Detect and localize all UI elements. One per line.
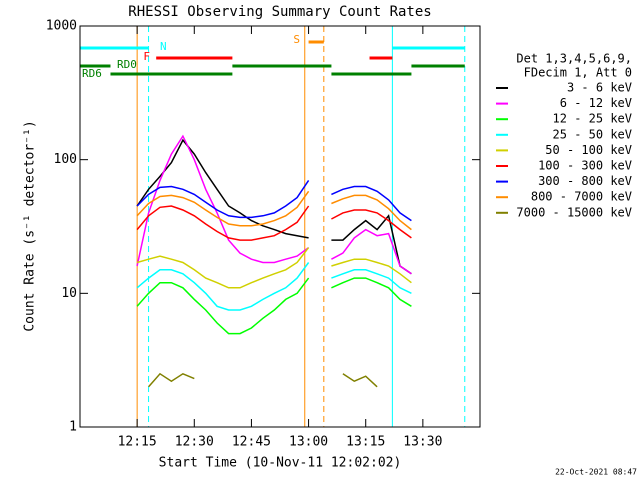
legend-label: 3 - 6 keV [567, 81, 632, 95]
flag-label: RD0 [117, 58, 137, 71]
y-tick-label: 1 [69, 420, 77, 435]
flag-label: F [143, 50, 150, 63]
x-tick-label: 12:45 [232, 435, 271, 450]
x-tick-label: 12:15 [118, 435, 157, 450]
series-line [136, 262, 412, 311]
x-tick-label: 13:00 [289, 435, 328, 450]
legend-label: 300 - 800 keV [538, 174, 632, 188]
footer: 22-Oct-2021 08:47 [555, 468, 637, 477]
legend-label: 25 - 50 keV [553, 127, 632, 141]
y-axis-label: Count Rate (s⁻¹ detector⁻¹) [23, 120, 38, 331]
x-tick-label: 13:15 [346, 435, 385, 450]
x-axis-label: Start Time (10-Nov-11 12:02:02) [159, 456, 402, 471]
legend-label: 800 - 7000 keV [531, 190, 632, 204]
series-line [136, 179, 412, 222]
legend-label: 6 - 12 keV [560, 96, 632, 110]
y-tick-label: 10 [61, 286, 77, 301]
series-line [148, 372, 378, 388]
series-line [136, 205, 412, 241]
legend-header: FDecim 1, Att 0 [524, 66, 632, 80]
series-line [136, 138, 412, 275]
legend-label: 50 - 100 keV [545, 143, 632, 157]
legend-label: 100 - 300 keV [538, 159, 632, 173]
series-line [136, 134, 412, 275]
x-tick-label: 12:30 [175, 435, 214, 450]
flag-label: RD6 [82, 67, 102, 80]
flag-label: N [160, 40, 167, 53]
plot-frame [79, 25, 481, 428]
x-tick-label: 13:30 [403, 435, 442, 450]
series-line [136, 247, 412, 289]
legend-label: 7000 - 15000 keV [516, 205, 632, 219]
y-tick-label: 1000 [46, 19, 77, 34]
flag-label: S [293, 33, 300, 46]
chart-title: RHESSI Observing Summary Count Rates [128, 4, 431, 20]
series-line [136, 190, 412, 231]
series-line [136, 277, 412, 335]
y-tick-label: 100 [54, 152, 77, 167]
legend-header: Det 1,3,4,5,6,9, [516, 52, 632, 66]
legend-label: 12 - 25 keV [553, 112, 632, 126]
